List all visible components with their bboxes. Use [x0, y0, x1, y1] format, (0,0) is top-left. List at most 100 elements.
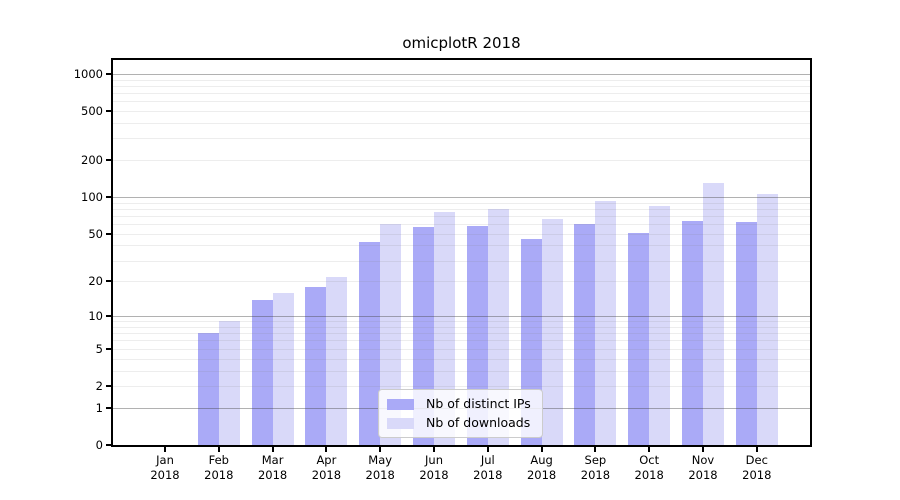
x-tick-label-sep: Sep 2018 — [580, 453, 611, 482]
x-tick-label-jan: Jan 2018 — [150, 453, 180, 482]
y-tick-label-100: 100 — [81, 190, 103, 205]
gridline-5 — [113, 348, 810, 350]
x-tick-label-aug: Aug 2018 — [526, 453, 557, 482]
bar-distinct-ips-dec — [735, 222, 757, 445]
legend-item-distinct-ips: Nb of distinct IPs — [387, 397, 531, 411]
x-tick-aug — [540, 447, 543, 452]
x-tick-label-oct: Oct 2018 — [634, 453, 664, 482]
gridlines-layer — [113, 60, 810, 445]
bar-downloads-oct — [649, 205, 671, 445]
y-tick-label-5: 5 — [95, 341, 103, 356]
y-tick-2 — [106, 384, 111, 387]
bar-distinct-ips-nov — [682, 220, 703, 445]
x-tick-apr — [325, 447, 328, 452]
x-tick-sep — [594, 447, 597, 452]
gridline-40 — [113, 245, 810, 247]
y-tick-1 — [106, 406, 111, 409]
y-tick-label-1: 1 — [95, 400, 103, 415]
plot-area: Nb of distinct IPs Nb of downloads — [111, 58, 812, 447]
x-tick-jun — [433, 447, 435, 452]
gridline-900 — [113, 79, 810, 81]
chart-title: omicplotR 2018 — [402, 34, 521, 52]
gridline-30 — [113, 260, 810, 262]
gridline-400 — [113, 122, 810, 124]
x-tick-label-jul: Jul 2018 — [473, 453, 503, 482]
x-tick-oct — [648, 447, 651, 452]
x-tick-feb — [217, 447, 220, 452]
bar-distinct-ips-oct — [628, 232, 650, 445]
legend-swatch-downloads — [387, 417, 414, 429]
x-tick-label-jun: Jun 2018 — [419, 453, 449, 482]
x-tick-mar — [271, 447, 274, 452]
gridline-200 — [113, 160, 810, 162]
legend-label-downloads: Nb of downloads — [426, 415, 531, 430]
legend: Nb of distinct IPs Nb of downloads — [378, 389, 543, 438]
x-tick-jan — [164, 447, 166, 452]
gridline-300 — [113, 138, 810, 140]
bar-downloads-jul — [487, 208, 509, 445]
x-tick-label-apr: Apr 2018 — [311, 453, 342, 482]
x-tick-dec — [755, 447, 758, 452]
y-tick-label-1000: 1000 — [73, 66, 103, 81]
x-tick-label-may: May 2018 — [365, 453, 395, 482]
gridline-80 — [113, 208, 810, 210]
bar-downloads-apr — [326, 276, 348, 445]
y-tick-label-0: 0 — [95, 438, 103, 452]
bar-downloads-aug — [541, 219, 563, 445]
gridline-60 — [113, 224, 810, 226]
y-tick-500 — [106, 110, 111, 113]
y-tick-50 — [106, 232, 111, 235]
gridline-50 — [113, 233, 810, 235]
gridline-3 — [113, 370, 810, 372]
x-tick-label-dec: Dec 2018 — [742, 453, 772, 482]
bar-downloads-mar — [272, 292, 294, 445]
gridline-9 — [113, 321, 810, 323]
gridline-10 — [113, 316, 810, 318]
bar-distinct-ips-may — [359, 241, 381, 445]
gridline-2 — [113, 385, 810, 387]
gridline-4 — [113, 358, 810, 360]
legend-item-downloads: Nb of downloads — [387, 416, 531, 430]
x-tick-label-nov: Nov 2018 — [688, 453, 718, 482]
x-tick-jul — [486, 447, 489, 452]
bar-distinct-ips-feb — [197, 333, 219, 445]
y-tick-label-500: 500 — [81, 104, 103, 119]
gridline-70 — [113, 215, 810, 217]
y-tick-label-10: 10 — [88, 309, 103, 324]
legend-swatch-distinct-ips — [387, 398, 414, 410]
y-tick-20 — [106, 280, 111, 283]
gridline-100 — [113, 197, 810, 199]
y-tick-label-50: 50 — [88, 226, 103, 241]
bar-distinct-ips-sep — [574, 224, 596, 445]
gridline-800 — [113, 85, 810, 87]
bar-downloads-nov — [703, 183, 724, 445]
y-tick-200 — [106, 159, 111, 162]
gridline-6 — [113, 340, 810, 342]
gridline-700 — [113, 92, 810, 94]
y-tick-5 — [106, 347, 111, 350]
y-tick-100 — [106, 196, 111, 199]
gridline-8 — [113, 326, 810, 328]
bar-distinct-ips-apr — [305, 286, 327, 445]
x-tick-label-mar: Mar 2018 — [257, 453, 288, 482]
gridline-600 — [113, 101, 810, 103]
x-tick-nov — [702, 447, 704, 452]
bar-distinct-ips-mar — [251, 299, 273, 445]
x-tick-label-feb: Feb 2018 — [204, 453, 234, 482]
y-tick-label-200: 200 — [81, 153, 103, 168]
gridline-1000 — [113, 73, 810, 75]
bar-downloads-dec — [756, 193, 778, 445]
y-tick-1000 — [106, 72, 111, 75]
gridline-90 — [113, 202, 810, 204]
y-tick-10 — [106, 315, 111, 318]
gridline-7 — [113, 333, 810, 335]
bar-downloads-jun — [434, 211, 455, 445]
y-tick-0 — [106, 444, 111, 446]
bar-downloads-sep — [595, 200, 617, 445]
x-tick-may — [379, 447, 382, 452]
y-tick-label-2: 2 — [95, 378, 103, 393]
legend-label-distinct-ips: Nb of distinct IPs — [426, 396, 531, 411]
bar-downloads-feb — [218, 321, 240, 445]
gridline-500 — [113, 111, 810, 113]
